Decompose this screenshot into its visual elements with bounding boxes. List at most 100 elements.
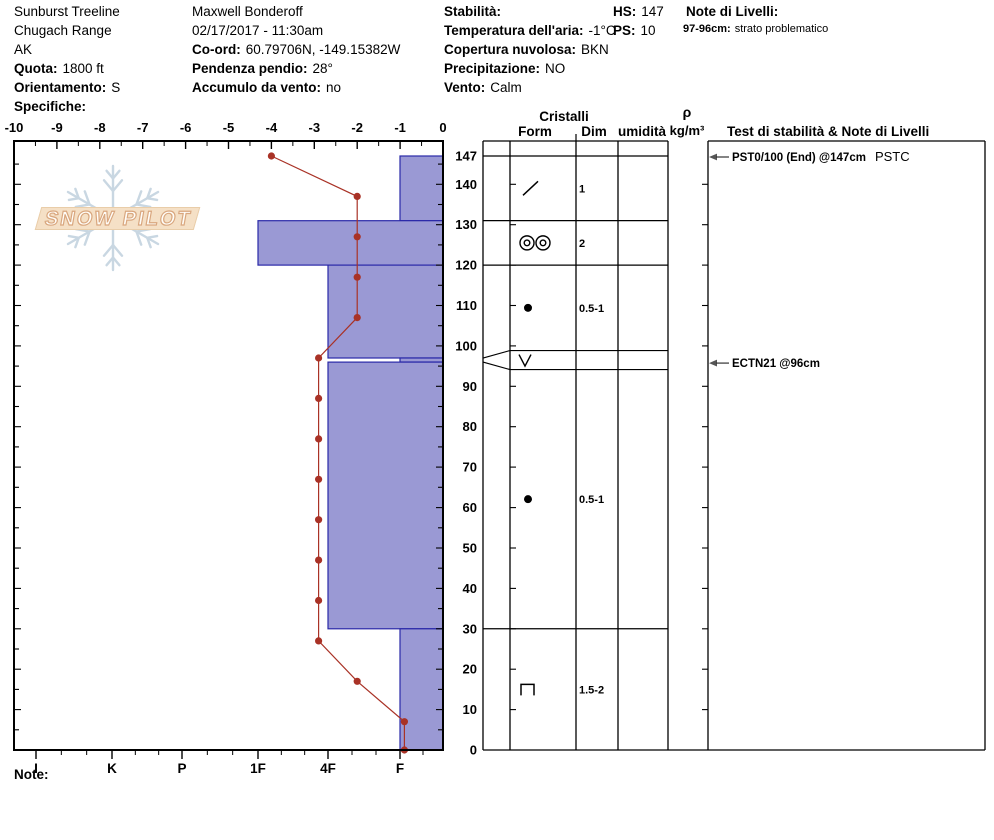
sky-value: BKN [581,42,609,57]
hardness-tick-label: P [177,761,186,776]
ps-value: 10 [640,23,656,38]
header-cristalli: Cristalli [539,109,589,124]
grain-form-symbol [520,683,535,696]
aspect-label: Orientamento: [14,80,107,95]
top-axis-tick-label: 0 [439,120,446,135]
top-axis-tick-label: -1 [394,120,406,135]
left-arrow-icon [709,359,717,367]
grain-form-symbol [518,354,532,368]
wind-label: Vento: [444,80,486,95]
temperature-point [353,192,361,200]
temperature-point [353,314,361,322]
top-axis-tick-label: -10 [5,120,24,135]
temperature-point [400,718,408,726]
snow-layer-bar [327,264,444,359]
temperature-profile [267,152,408,754]
range-name: Chugach Range [14,23,112,38]
depth-axis-label: 60 [463,500,477,515]
slope-label: Pendenza pendio: [192,61,308,76]
sky-label: Copertura nuvolosa: [444,42,577,57]
depth-axis-label: 20 [463,662,477,677]
depth-axis-label: 50 [463,540,477,555]
grain-form-symbol [522,180,539,196]
observation-datetime: 02/17/2017 - 11:30am [192,23,324,38]
top-axis-tick-label: -6 [180,120,192,135]
windload-value: no [326,80,342,95]
depth-axis-label: 147 [455,149,477,164]
header-tests: Test di stabilità & Note di Livelli [727,124,929,139]
depth-axis-label: 120 [455,258,477,273]
grain-size-value: 1 [579,183,585,195]
hardness-tick-label: I [34,761,38,776]
snow-layer-bar [399,357,444,363]
temperature-point [315,475,323,483]
problem-layer-note: 97-96cm: strato problematico [683,23,828,35]
windload-label: Accumulo da vento: [192,80,322,95]
stability-panel: PST0/100 (End) @147cm PSTC ECTN21 @96cm [709,149,910,370]
depth-axis-label: 70 [463,460,477,475]
hardness-tick-label: 4F [320,761,336,776]
depth-axis-label: 80 [463,419,477,434]
pit-header: Sunburst Treeline Chugach Range AK Quota… [0,0,994,114]
top-axis-tick-label: -5 [223,120,235,135]
temperature-point [315,394,323,402]
stability-test-note: ECTN21 @96cm [732,358,820,370]
problem-callout-wedge [482,361,511,371]
grain-form-symbol [524,495,532,504]
ps-label: PS: [613,23,636,38]
observer-column: Maxwell Bonderoff 02/17/2017 - 11:30am C… [192,2,400,97]
depth-axis-label: 130 [455,217,477,232]
state-name: AK [14,42,33,57]
wind-value: Calm [490,80,522,95]
top-axis-tick-label: -7 [137,120,149,135]
grain-form-column: 1 2 0.5-1 0.5-1 1.5-2 [518,180,604,696]
note-footer: Note: [14,767,49,782]
temperature-point [315,516,323,524]
location-column: Sunburst Treeline Chugach Range AK Quota… [14,2,120,116]
hardness-tick-label: K [107,761,117,776]
layer-notes-label: Note di Livelli: [686,4,779,19]
temperature-point [315,556,323,564]
temperature-point [353,273,361,281]
elevation-value: 1800 ft [62,61,104,76]
top-axis-tick-label: -2 [351,120,363,135]
depth-axis-label: 40 [463,581,477,596]
elevation-label: Quota: [14,61,58,76]
aspect-value: S [111,80,121,95]
hardness-tick-label: F [396,761,404,776]
problem-callout-wedge [482,350,511,359]
temperature-point [267,152,275,160]
temperature-point [315,637,323,645]
snow-layer-bar [399,628,444,751]
observer-name: Maxwell Bonderoff [192,4,303,19]
snowpilot-logo: SNOW PILOT [20,160,230,290]
left-arrow-icon [709,153,717,161]
stability-label: Stabilità: [444,4,502,19]
layer-notes-column: Note di Livelli: [686,2,783,21]
temperature-point [353,233,361,241]
header-form: Form [518,124,552,139]
depth-axis-label: 30 [463,621,477,636]
coord-label: Co-ord: [192,42,241,57]
snow-layer-bar [257,220,444,266]
grain-size-value: 0.5-1 [579,303,604,315]
depth-axis-label: 110 [456,298,477,313]
grain-size-value: 2 [579,238,585,250]
header-umidita: umidità [618,124,666,139]
depth-axis-label: 10 [463,702,477,717]
snow-layer-bar [399,155,444,222]
crystal-table [482,134,986,751]
slope-value: 28° [312,61,333,76]
specifics-label: Specifiche: [14,99,87,114]
problem-layer-text: strato problematico [734,23,829,35]
layer-bars [257,155,444,751]
hs-value: 147 [641,4,664,19]
temperature-line [271,155,405,750]
snow-layer-bar [327,361,444,630]
hs-ps-column: HS: 147 PS: 10 [613,2,664,40]
temperature-point [353,677,361,685]
hs-label: HS: [613,4,637,19]
top-axis-tick-label: -9 [51,120,63,135]
